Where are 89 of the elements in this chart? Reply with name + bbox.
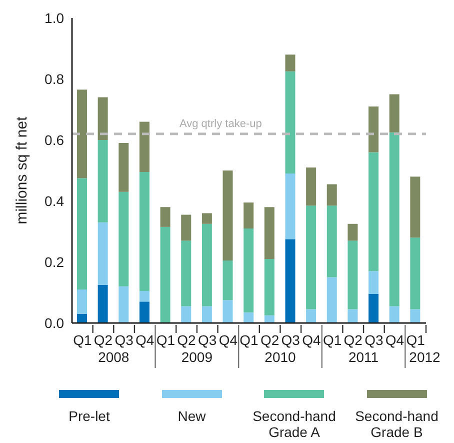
y-tick-label: 0.0 [44, 314, 64, 331]
bar [222, 170, 233, 260]
bar [202, 213, 212, 224]
x-tick-label: Q1 [322, 332, 342, 348]
bar [389, 132, 400, 306]
x-tick-label: Q3 [114, 332, 134, 348]
bar [348, 240, 358, 310]
bar [98, 97, 108, 140]
bar [410, 309, 420, 323]
bar [118, 192, 129, 286]
bar [181, 214, 192, 241]
y-tick-label: 1.0 [44, 10, 64, 26]
bar [139, 302, 150, 323]
x-tick-label: Q4 [302, 332, 322, 348]
bar [285, 174, 296, 240]
bar [77, 314, 87, 323]
bar [181, 240, 192, 306]
bar [98, 222, 108, 285]
bar [306, 309, 316, 323]
legend-label: Second-hand Grade A [252, 408, 337, 440]
text: 2008 [98, 349, 130, 365]
x-tick-label: Q2 [94, 332, 113, 348]
text: 2012 [409, 349, 441, 365]
y-tick-label: 0.2 [44, 254, 64, 270]
bar [222, 260, 233, 300]
bar [285, 54, 296, 72]
bar [264, 315, 274, 323]
bar [326, 184, 337, 206]
x-tick-label: Q2 [260, 332, 280, 348]
bar [139, 290, 150, 302]
bar [368, 152, 379, 272]
x-tick-label: Q2 [177, 332, 196, 348]
bar [244, 228, 254, 312]
y-tick-label: 0.6 [44, 132, 64, 148]
text: 2010 [264, 349, 296, 365]
text: 2009 [181, 349, 213, 365]
x-tick-label: Q3 [364, 332, 384, 348]
bar [368, 271, 379, 294]
x-tick-label: Q1 [73, 332, 92, 348]
bar [160, 226, 170, 323]
bar [222, 300, 233, 323]
bar [306, 167, 316, 206]
bar [348, 309, 358, 323]
bar [264, 207, 274, 259]
bar [389, 306, 400, 323]
bar [348, 224, 358, 241]
y-axis-title: millions sq ft net [14, 116, 30, 224]
bar [98, 284, 108, 323]
x-tick-label: Q4 [218, 332, 238, 348]
ref-line-label: Avg qtrly take-up [180, 118, 262, 130]
y-tick-label: 0.4 [44, 192, 64, 209]
x-tick-label: Q4 [136, 332, 154, 348]
bar [244, 202, 254, 228]
bar [160, 207, 170, 227]
bar [368, 106, 379, 152]
y-tick-label: 0.8 [44, 70, 64, 87]
x-tick-label: Q1 [156, 332, 176, 348]
bar [389, 94, 400, 132]
bar [326, 206, 337, 278]
bar [139, 122, 150, 172]
bar [202, 306, 212, 323]
bar [326, 277, 337, 323]
x-tick-label: Q4 [385, 332, 404, 348]
bar [118, 286, 129, 323]
bar [285, 239, 296, 323]
bar [77, 178, 87, 290]
x-tick-label: Q1 [240, 332, 259, 348]
x-tick-label: Q3 [198, 332, 217, 348]
bar [202, 224, 212, 306]
text: 2011 [348, 349, 379, 365]
bar [368, 294, 379, 323]
legend-label: Second-hand Grade B [354, 408, 440, 440]
bar [98, 140, 108, 222]
bar [77, 289, 87, 314]
x-tick-label: Q1 [406, 332, 426, 348]
bar [139, 172, 150, 291]
bar [264, 258, 274, 316]
bar [285, 71, 296, 174]
x-tick-label: Q3 [281, 332, 300, 348]
bar [77, 90, 87, 178]
bar [410, 238, 420, 310]
bar [181, 306, 192, 323]
bar [410, 176, 420, 238]
x-tick-label: Q2 [344, 332, 363, 348]
bar [118, 143, 129, 192]
legend-label: Pre-let [68, 408, 110, 424]
bar [244, 312, 254, 323]
bar [306, 206, 316, 310]
legend-label: New [178, 408, 206, 424]
